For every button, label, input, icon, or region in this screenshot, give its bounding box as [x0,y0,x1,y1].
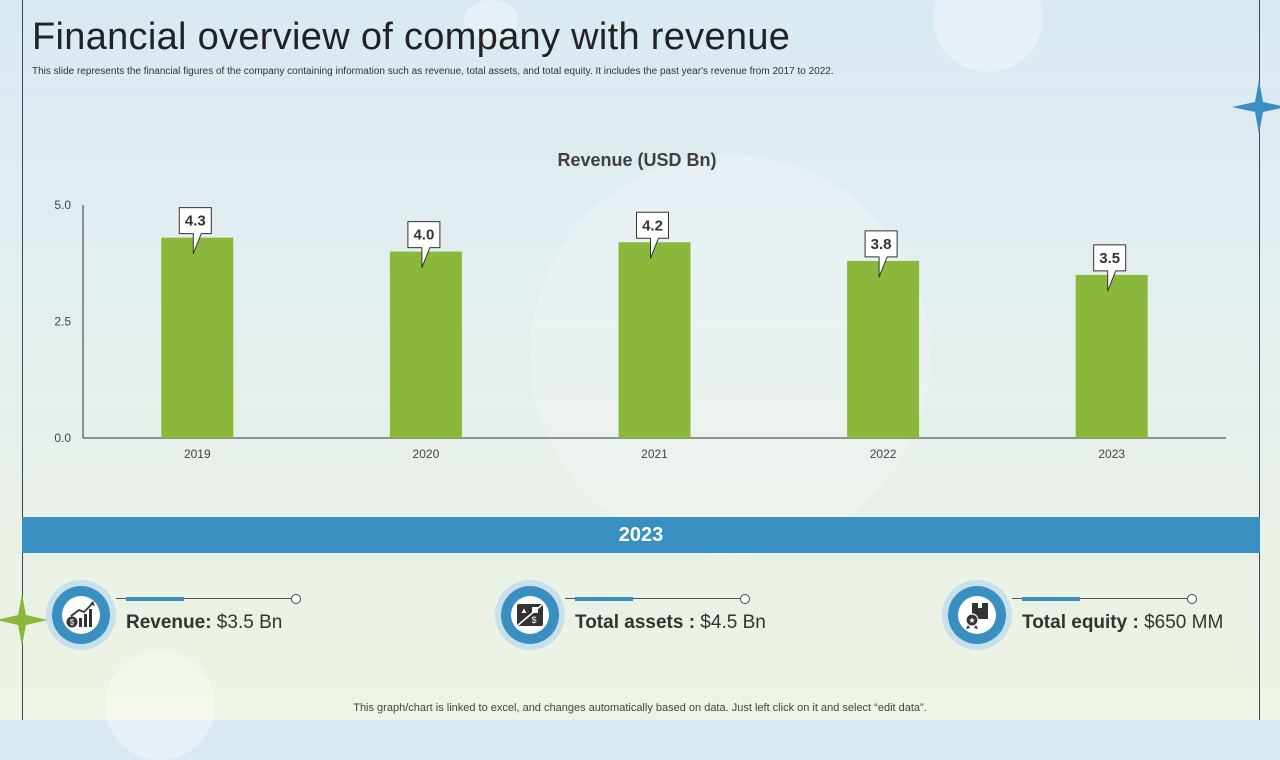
y-tick-label: 2.5 [54,315,71,329]
bar [847,260,920,438]
footer-note: This graph/chart is linked to excel, and… [353,702,927,714]
page-title: Financial overview of company with reven… [32,16,791,58]
data-label-callout [407,221,441,269]
stat-value: $650 MM [1138,612,1224,633]
x-tick-label: 2023 [1098,447,1125,461]
data-label: 4.2 [642,217,663,234]
stat-connector-line [116,598,292,599]
stat-value: $4.5 Bn [695,612,766,633]
bar [1075,274,1148,438]
stat-circle-ring: ▲ $ [501,586,559,644]
svg-text:★: ★ [968,616,975,625]
revenue-bar-chart: Revenue (USD Bn) 0.0 2.5 5.0 2019 4.3 2020 4.0 2… [54,150,1226,461]
stat-connector-line [1012,598,1188,599]
stat-total-assets: ▲ $ Total assets : $4.5 Bn [495,580,915,650]
stat-value: $3.5 Bn [211,612,283,633]
bar [389,251,462,438]
stat-revenue-text: Revenue: $3.5 Bn [126,612,282,634]
stat-accent-bar [1022,597,1080,601]
y-tick-label: 5.0 [54,198,71,212]
svg-text:$: $ [531,615,536,625]
svg-text:$: $ [70,618,75,627]
stat-circle-ring: ★ [948,586,1006,644]
right-border-line [1259,0,1260,720]
x-tick-label: 2019 [184,447,211,461]
stat-connector-line [565,598,741,599]
stat-total-equity: ★ Total equity : $650 MM [942,580,1280,650]
data-label-callout [636,211,669,259]
stat-revenue: $ Revenue: $3.5 Bn [46,580,466,650]
equity-icon: ★ [958,596,996,634]
x-tick-label: 2022 [870,447,897,461]
data-label-callout [1093,244,1127,292]
stat-end-dot [1187,594,1197,604]
data-label: 3.8 [871,236,892,253]
stat-equity-text: Total equity : $650 MM [1022,612,1223,634]
bar [161,237,234,438]
data-label: 4.0 [413,227,434,244]
x-tick-label: 2020 [413,447,440,461]
svg-text:▲: ▲ [520,606,528,615]
stat-end-dot [291,594,301,604]
y-tick-label: 0.0 [54,431,71,445]
revenue-chart-icon: $ [62,596,100,634]
page-subtitle: This slide represents the financial figu… [32,66,834,77]
assets-icon: ▲ $ [511,596,549,634]
stat-label: Revenue: [126,612,212,633]
stat-assets-text: Total assets : $4.5 Bn [575,612,766,634]
background-circle [464,0,518,40]
data-label: 3.5 [1099,250,1120,267]
chart-title: Revenue (USD Bn) [557,150,716,170]
green-star-icon [0,594,48,646]
data-label-callout [178,207,212,255]
stat-accent-bar [575,597,633,601]
data-label-callout [864,230,898,278]
blue-star-icon [1232,80,1280,134]
stat-circle-ring: $ [52,586,110,644]
x-tick-label: 2021 [641,447,668,461]
stat-label: Total assets : [575,612,696,633]
year-band: 2023 [22,517,1260,553]
left-border-line [22,0,23,720]
data-label: 4.3 [185,213,206,230]
bar [618,242,691,438]
stat-label: Total equity : [1022,612,1139,633]
stat-accent-bar [126,597,184,601]
stat-end-dot [740,594,750,604]
